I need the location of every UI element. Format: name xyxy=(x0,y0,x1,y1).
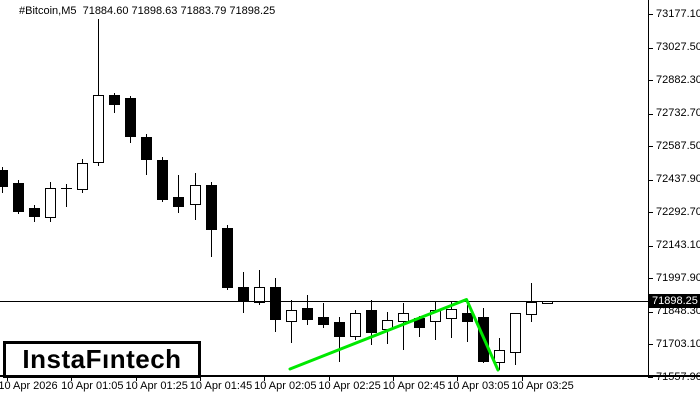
candle-body xyxy=(189,185,201,205)
price-axis-tick xyxy=(648,80,653,82)
candle-body xyxy=(349,313,361,337)
chart-title: #Bitcoin,M5 71884.60 71898.63 71883.79 7… xyxy=(19,5,276,17)
time-axis-tick xyxy=(264,377,266,381)
price-axis-tick xyxy=(648,212,653,214)
time-axis-tick xyxy=(7,377,8,381)
logo-text: InstaFıntech xyxy=(22,344,182,374)
candle-body xyxy=(141,137,153,160)
current-price-line xyxy=(0,300,648,302)
instafintech-logo: InstaFıntech xyxy=(3,341,201,378)
candle-body xyxy=(301,308,313,320)
price-axis-tick xyxy=(648,278,653,280)
time-axis-label: 10 Apr 02:25 xyxy=(318,380,381,392)
time-axis-label: 10 Apr 03:25 xyxy=(511,380,574,392)
candle-body xyxy=(77,163,89,190)
price-axis-label: 71997.90 xyxy=(656,271,700,284)
candle-body xyxy=(205,185,217,230)
price-axis-label: 72882.30 xyxy=(656,73,700,86)
time-axis-tick xyxy=(71,377,73,381)
price-axis-tick xyxy=(648,311,653,313)
time-axis-tick xyxy=(521,377,523,381)
candle-wick xyxy=(178,175,180,213)
price-axis-tick xyxy=(648,245,653,247)
time-axis-label: 10 Apr 01:45 xyxy=(189,380,253,392)
candle-body xyxy=(317,316,329,325)
candle-body xyxy=(333,321,345,337)
price-axis-label: 73177.10 xyxy=(656,7,700,20)
candle-body xyxy=(157,160,169,200)
time-axis-tick xyxy=(328,377,330,381)
price-axis-label: 73027.50 xyxy=(656,41,700,53)
candle-body xyxy=(462,313,473,322)
candle-body xyxy=(381,320,393,330)
time-axis-tick xyxy=(393,377,394,381)
price-axis-line xyxy=(648,0,649,377)
price-axis-tick xyxy=(648,179,653,181)
candle-wick xyxy=(98,19,100,166)
current-price-tag: 71898.25 xyxy=(649,293,700,308)
candle-body xyxy=(109,95,121,105)
candle-body xyxy=(125,98,137,137)
price-axis-tick xyxy=(648,146,653,148)
candle-body xyxy=(478,316,489,362)
candle-wick xyxy=(467,305,468,342)
price-axis-label: 72437.90 xyxy=(656,173,700,186)
candle-body xyxy=(0,170,9,187)
time-axis-label: 10 Apr 02:05 xyxy=(254,380,317,392)
time-axis-tick xyxy=(135,377,137,381)
candle-body xyxy=(397,313,409,322)
candle-body xyxy=(445,309,457,319)
candle-body xyxy=(494,349,505,363)
time-axis-line xyxy=(0,375,700,377)
candle-body xyxy=(61,188,73,189)
candle-body xyxy=(221,228,233,288)
price-axis-tick xyxy=(648,113,653,115)
price-axis-label: 72143.10 xyxy=(656,239,700,252)
candle-body xyxy=(365,310,377,333)
candle-body xyxy=(253,287,265,303)
candle-body xyxy=(510,313,522,353)
candle-body xyxy=(413,318,425,328)
time-axis-tick xyxy=(200,377,201,381)
price-axis-label: 72732.70 xyxy=(656,107,700,120)
candle-body xyxy=(13,183,25,212)
time-axis-tick xyxy=(457,377,459,381)
price-axis-tick xyxy=(648,344,653,346)
candle-body xyxy=(29,208,41,217)
price-axis-label: 72587.50 xyxy=(656,139,700,152)
time-axis-label: 10 Apr 2026 xyxy=(0,380,58,392)
candle-body xyxy=(173,197,185,207)
price-axis-tick xyxy=(648,14,653,15)
price-axis-tick xyxy=(648,47,653,49)
candle-body xyxy=(429,310,441,322)
price-axis-label: 72292.70 xyxy=(656,205,700,218)
candle-wick xyxy=(450,301,452,338)
price-axis-label: 71703.10 xyxy=(656,337,700,350)
candle-wick xyxy=(66,184,68,207)
price-axis-tick xyxy=(648,377,653,378)
candle-body xyxy=(45,188,57,218)
candle-body xyxy=(269,287,281,320)
time-axis-label: 10 Apr 02:45 xyxy=(382,380,446,392)
candle-body xyxy=(93,95,105,163)
time-axis-label: 10 Apr 03:05 xyxy=(447,380,510,392)
time-axis-label: 10 Apr 01:25 xyxy=(125,380,188,392)
time-axis-label: 10 Apr 01:05 xyxy=(61,380,124,392)
candle-wick xyxy=(402,303,404,350)
plot-area[interactable]: #Bitcoin,M5 71884.60 71898.63 71883.79 7… xyxy=(0,0,648,378)
price-axis-label: 71848.30 xyxy=(656,305,700,318)
candle-body xyxy=(526,301,538,315)
candle-body xyxy=(285,310,297,322)
